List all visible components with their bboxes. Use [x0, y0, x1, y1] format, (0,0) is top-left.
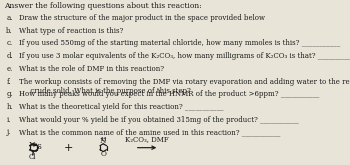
Text: Draw the structure of the major product in the space provided below: Draw the structure of the major product …: [19, 14, 265, 22]
Text: K₂CO₃, DMF: K₂CO₃, DMF: [125, 135, 169, 143]
Text: c.: c.: [6, 39, 13, 47]
Text: S: S: [37, 143, 42, 151]
Text: What is the theoretical yield for this reaction? ___________: What is the theoretical yield for this r…: [19, 103, 224, 111]
Text: Answer the following questions about this reaction:: Answer the following questions about thi…: [4, 2, 202, 10]
Text: N: N: [100, 137, 106, 145]
Text: a.: a.: [6, 14, 13, 22]
Text: What is the common name of the amine used in this reaction? ___________: What is the common name of the amine use…: [19, 128, 281, 136]
Text: +: +: [64, 143, 73, 153]
Text: i.: i.: [6, 116, 11, 124]
Text: b.: b.: [6, 27, 13, 35]
Text: How many peaks would you expect in the HNMR of the product >6ppm? ___________: How many peaks would you expect in the H…: [19, 90, 320, 98]
Text: d.: d.: [6, 52, 13, 60]
Text: What type of reaction is this?: What type of reaction is this?: [19, 27, 124, 35]
Text: The workup consists of removing the DMF via rotary evaporation and adding water : The workup consists of removing the DMF …: [19, 78, 350, 95]
Text: What is the role of DMF in this reaction?: What is the role of DMF in this reaction…: [19, 65, 164, 73]
Text: e.: e.: [6, 65, 13, 73]
Text: H: H: [100, 137, 106, 142]
Text: O: O: [100, 150, 106, 158]
Text: g.: g.: [6, 90, 13, 98]
Text: What would your % yield be if you obtained 315mg of the product? ___________: What would your % yield be if you obtain…: [19, 116, 299, 124]
Text: If you used 550mg of the starting material chloride, how many mmoles is this? __: If you used 550mg of the starting materi…: [19, 39, 341, 47]
Text: f.: f.: [6, 78, 11, 85]
Text: N: N: [29, 141, 35, 149]
Text: Cl: Cl: [28, 153, 36, 161]
Text: If you use 3 molar equivalents of the K₂CO₃, how many milligrams of K₂CO₃ is tha: If you use 3 molar equivalents of the K₂…: [19, 52, 350, 60]
Text: j.: j.: [6, 128, 11, 136]
Text: h.: h.: [6, 103, 13, 111]
